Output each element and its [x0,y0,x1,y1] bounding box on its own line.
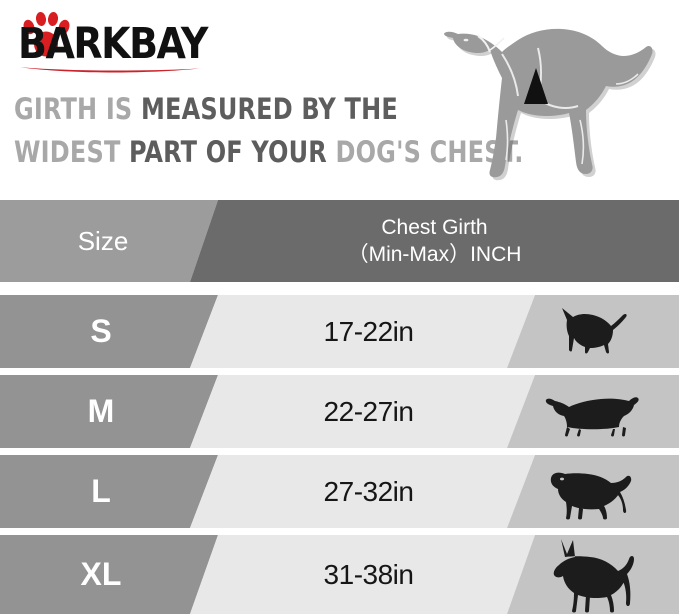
cell-dog-illustration [507,295,679,368]
tagline-seg-2: MEASURED BY THE [140,92,398,126]
header-area: BARKBAY GIRTH IS MEASURED BY THE WIDEST … [0,0,679,200]
size-label: L [91,473,111,509]
table-row: XL 31-38in [0,535,679,614]
tagline-line-2: WIDEST PART OF YOUR DOG'S CHEST. [14,131,523,174]
size-label: XL [80,556,122,592]
paw-print-icon [23,12,70,57]
brand-swoosh-underline [20,67,200,73]
header-cell-size: Size [0,200,218,282]
girth-value: 31-38in [323,558,414,590]
size-label: S [90,313,112,349]
tagline: GIRTH IS MEASURED BY THE WIDEST PART OF … [14,88,523,174]
cell-chest-girth: 31-38in [190,535,535,614]
chihuahua-silhouette-icon [562,307,627,353]
girth-value: 22-27in [323,395,414,427]
size-chart-table: Size Chest Girth （Min-Max）INCH S 17-22in… [0,200,679,614]
cell-dog-illustration [507,535,679,614]
table-header-row: Size Chest Girth （Min-Max）INCH [0,200,679,282]
header-girth-line-1: Chest Girth [381,215,488,239]
dachshund-silhouette-icon [545,396,639,436]
table-row: M 22-27in [0,375,679,448]
chest-girth-arrow-icon [524,68,548,104]
cell-dog-illustration [507,455,679,528]
cell-chest-girth: 27-32in [190,455,535,528]
tagline-line-1: GIRTH IS MEASURED BY THE [14,88,410,131]
cell-size: XL [0,535,218,614]
tagline-seg-1: GIRTH IS [14,92,141,126]
girth-value: 17-22in [323,315,414,347]
tagline-seg-4: PART OF YOUR [129,134,336,169]
header-size-label: Size [77,225,129,256]
cell-chest-girth: 22-27in [190,375,535,448]
great-dane-silhouette-icon [553,538,634,612]
header-cell-chest-girth: Chest Girth （Min-Max）INCH [190,200,679,282]
tagline-seg-3: WIDEST [14,134,130,169]
cell-dog-illustration [507,375,679,448]
brand-wordmark: BARKBAY [18,18,208,68]
table-row: S 17-22in [0,295,679,368]
cell-size: L [0,455,218,528]
pointer-dog-illustration [444,28,656,181]
brand-logo: BARKBAY [10,8,220,73]
header-girth-line-2: （Min-Max）INCH [347,243,522,266]
cell-size: M [0,375,218,448]
cell-size: S [0,295,218,368]
table-row: L 27-32in [0,455,679,528]
size-label: M [87,393,115,429]
cell-chest-girth: 17-22in [190,295,535,368]
girth-value: 27-32in [323,475,414,507]
mastiff-silhouette-icon [550,472,632,519]
